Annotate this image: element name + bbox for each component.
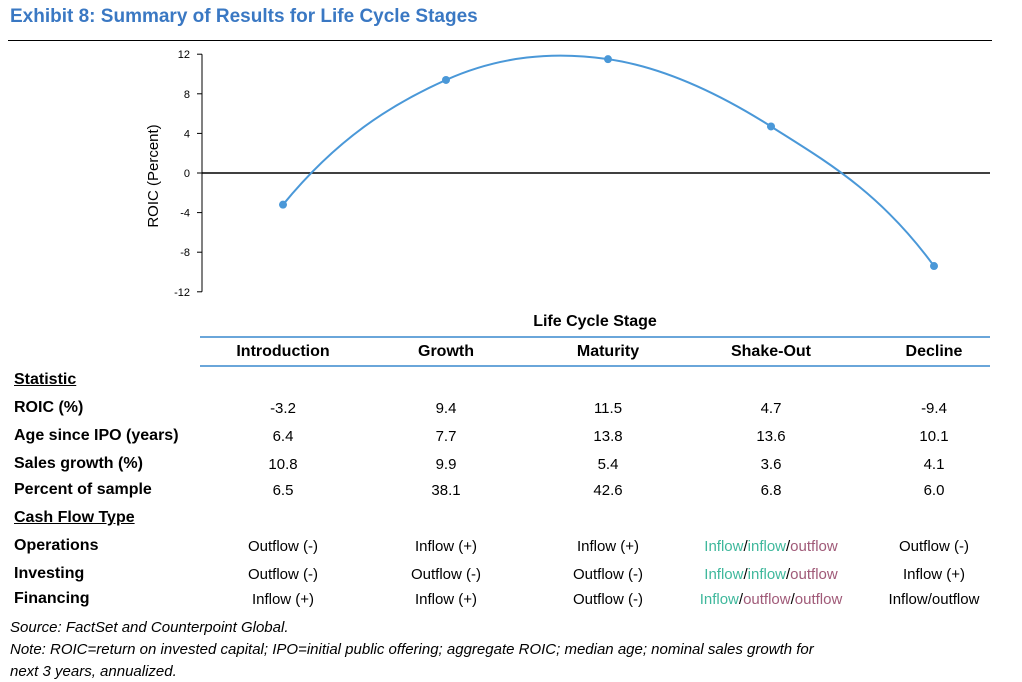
shakeout-segment: / [738,591,744,608]
cashflow-section-label: Cash Flow Type [14,509,135,526]
table-cell: Inflow (+) [251,591,315,608]
table-cell: Outflow (-) [572,566,643,583]
column-header-shake-out: Shake-Out [730,343,811,360]
table-cell: 6.4 [272,428,294,445]
table-cell: 42.6 [593,482,623,499]
row-label: Operations [14,537,99,554]
shakeout-segment: / [790,591,795,608]
row-label: Financing [14,590,90,607]
table-cell: 10.8 [268,456,298,473]
y-tick-label: 0 [184,168,190,180]
column-header-growth: Growth [418,343,474,360]
table-cell: 6.5 [272,482,294,499]
roic-point-shake-out [767,122,775,131]
table-cell: 3.6 [760,456,782,473]
table-cell: 13.6 [756,428,786,445]
table-cell: 6.0 [923,482,945,499]
table-cell: 13.8 [593,428,623,445]
x-axis-label: Life Cycle Stage [533,313,657,330]
table-cell: Inflow (+) [414,591,478,608]
shakeout-segment: inflow [747,538,786,555]
shakeout-segment: Inflow [704,538,744,555]
column-header-maturity: Maturity [576,343,640,360]
row-label: Age since IPO (years) [14,427,179,444]
shakeout-segment: inflow [747,566,786,583]
column-header-decline: Decline [905,343,963,360]
table-cell: Outflow (-) [572,591,643,608]
roic-point-maturity [604,55,612,64]
roic-point-decline [930,262,938,271]
table-cell: Inflow (+) [902,566,966,583]
shakeout-segment: / [743,538,748,555]
shakeout-cell: Inflow/outflow/outflow [676,591,866,608]
row-label: Sales growth (%) [14,455,143,472]
table-cell: 4.7 [760,400,782,417]
table-cell: 9.9 [435,456,457,473]
source-note: Source: FactSet and Counterpoint Global. [10,619,289,636]
shakeout-cell: Inflow/inflow/outflow [676,566,866,583]
shakeout-segment: Inflow [699,591,739,608]
row-label: Percent of sample [14,481,152,498]
statistic-section-label: Statistic [14,371,77,388]
table-cell: -3.2 [270,400,296,417]
table-cell: 5.4 [597,456,619,473]
table-cell: 9.4 [435,400,457,417]
table-cell: 7.7 [435,428,457,445]
table-cell: Outflow (-) [898,538,969,555]
header-rule-bottom [200,365,990,367]
y-tick-label: 8 [184,89,190,101]
y-tick-label: 4 [184,128,190,140]
table-cell: Inflow (+) [414,538,478,555]
table-cell: 4.1 [923,456,945,473]
y-axis-label: ROIC (Percent) [145,124,162,227]
shakeout-segment: outflow [743,591,791,608]
column-header-introduction: Introduction [236,343,330,360]
table-cell: 38.1 [431,482,461,499]
note-line-1: Note: ROIC=return on invested capital; I… [10,641,814,658]
table-cell: 6.8 [760,482,782,499]
y-tick-label: -12 [174,287,190,299]
header-rule-top [200,336,990,338]
table-cell: Outflow (-) [247,566,318,583]
shakeout-segment: outflow [794,591,843,608]
shakeout-segment: / [743,566,748,583]
table-cell: -9.4 [921,400,947,417]
roic-point-introduction [279,200,287,209]
title-rule [8,40,992,41]
y-tick-label: -4 [180,208,190,220]
shakeout-segment: outflow [790,566,838,583]
table-cell: Inflow (+) [576,538,640,555]
roic-chart: ROIC (Percent) 12 8 4 0 -4 -8 -12 [145,49,990,299]
shakeout-segment: / [786,566,791,583]
shakeout-segment: / [786,538,791,555]
y-tick-label: 12 [178,49,190,61]
note-line-2: next 3 years, annualized. [10,663,177,680]
shakeout-segment: Inflow [704,566,744,583]
table-cell: 10.1 [919,428,949,445]
table-cell: 11.5 [593,400,623,417]
table-cell: Outflow (-) [410,566,481,583]
table-cell: Outflow (-) [247,538,318,555]
exhibit-title: Exhibit 8: Summary of Results for Life C… [10,6,478,27]
shakeout-cell: Inflow/inflow/outflow [676,538,866,555]
shakeout-segment: outflow [790,538,838,555]
roic-series-line [282,54,935,267]
row-label: ROIC (%) [14,399,84,416]
table-cell: Inflow/outflow [888,591,980,608]
row-label: Investing [14,565,85,582]
y-tick-label: -8 [180,247,190,259]
roic-point-growth [442,75,450,84]
